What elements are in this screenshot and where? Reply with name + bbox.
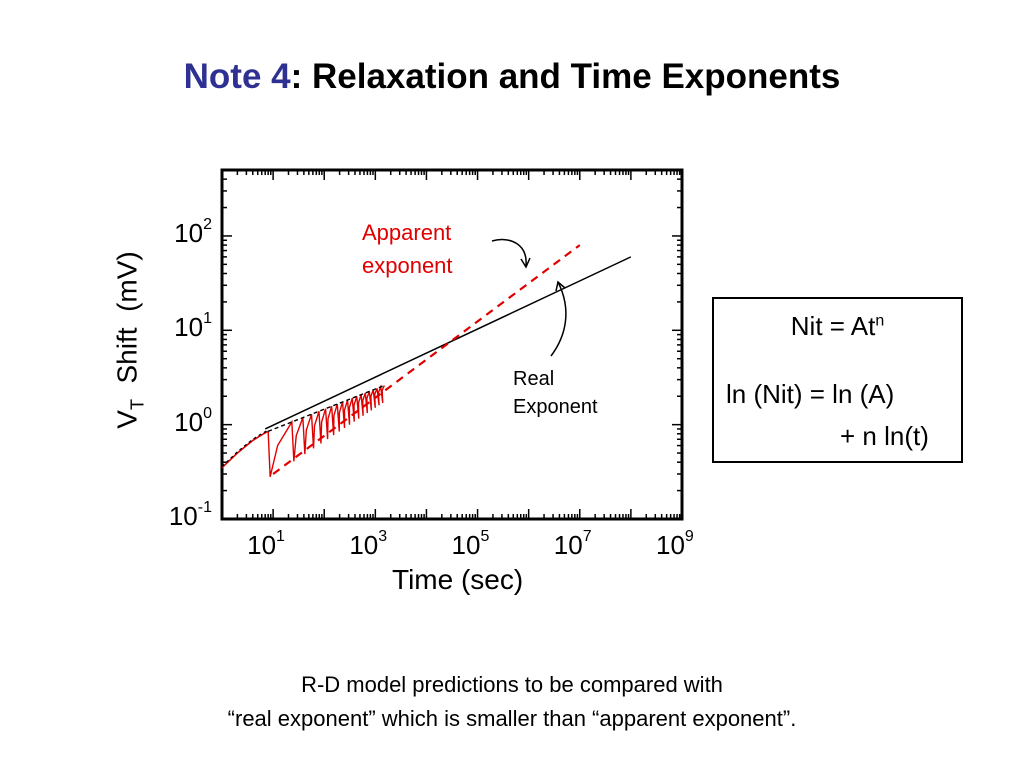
x-tick-label: 105 bbox=[451, 528, 490, 561]
real-exponent-label: Real Exponent bbox=[513, 368, 598, 418]
caption-line-1: R-D model predictions to be compared wit… bbox=[301, 672, 723, 697]
tick-exponent: 1 bbox=[276, 528, 285, 545]
tick-exponent: 7 bbox=[582, 528, 592, 545]
caption-line-2: “real exponent” which is smaller than “a… bbox=[227, 706, 797, 731]
tick-base: 10 bbox=[247, 530, 277, 560]
series-layer bbox=[221, 244, 632, 477]
y-tick-label: 100 bbox=[174, 404, 212, 438]
tick-base: 10 bbox=[451, 530, 481, 560]
apparent-arrow-head bbox=[520, 257, 531, 269]
x-tick-label: 101 bbox=[247, 528, 285, 561]
tick-marks bbox=[221, 169, 683, 520]
x-axis-label: Time (sec) bbox=[392, 564, 524, 595]
y-tick-label: 102 bbox=[174, 215, 212, 249]
tick-base: 10 bbox=[174, 406, 204, 437]
apparent-exponent-line bbox=[272, 244, 581, 475]
tick-exponent: 3 bbox=[378, 528, 388, 545]
y-axis-label-rest: Shift (mV) bbox=[111, 251, 143, 400]
tick-exponent: 2 bbox=[203, 215, 212, 233]
stress-relax-sawtooth bbox=[267, 384, 385, 477]
stress-data-initial bbox=[221, 430, 269, 469]
power-law-exponent: n bbox=[875, 312, 885, 330]
tick-exponent: 5 bbox=[480, 528, 490, 545]
stress-data-initial-overlay bbox=[221, 429, 269, 467]
tick-base: 10 bbox=[174, 312, 204, 343]
x-tick-label: 107 bbox=[553, 528, 592, 561]
tick-exponent: 1 bbox=[203, 310, 212, 328]
title-rest: : Relaxation and Time Exponents bbox=[290, 57, 841, 96]
real-arrow bbox=[550, 281, 567, 357]
slide-caption: R-D model predictions to be compared wit… bbox=[0, 668, 1024, 736]
equation-box: Nit = Atn ln (Nit) = ln (A) + n ln(t) bbox=[712, 297, 963, 463]
tick-base: 10 bbox=[349, 530, 379, 560]
apparent-exponent-label: Apparent exponent bbox=[362, 220, 453, 278]
log-equation-line2: + n ln(t) bbox=[840, 421, 929, 451]
y-axis-label-sub: T bbox=[127, 399, 148, 411]
y-axis-label-v: V bbox=[111, 410, 143, 429]
tick-base: 10 bbox=[168, 501, 198, 531]
real-exponent-line bbox=[264, 256, 632, 430]
tick-exponent: 0 bbox=[203, 404, 212, 422]
y-axis-label: VT Shift (mV) bbox=[112, 251, 149, 428]
tick-base: 10 bbox=[553, 530, 583, 560]
tick-base: 10 bbox=[656, 530, 685, 560]
tick-base: 10 bbox=[174, 217, 204, 248]
y-tick-label: 101 bbox=[174, 310, 212, 343]
y-tick-label: 10-1 bbox=[168, 499, 212, 532]
slide-title: Note 4: Relaxation and Time Exponents bbox=[0, 57, 1024, 97]
real-arrow-head bbox=[555, 280, 566, 292]
apparent-arrow bbox=[491, 238, 527, 267]
log-equation-line1: ln (Nit) = ln (A) bbox=[726, 379, 895, 409]
x-tick-label: 103 bbox=[349, 528, 388, 561]
power-law-base: Nit = At bbox=[790, 311, 876, 341]
x-tick-label: 109 bbox=[656, 528, 694, 561]
title-accent: Note 4 bbox=[183, 57, 291, 96]
tick-exponent: 9 bbox=[684, 528, 694, 545]
tick-exponent: -1 bbox=[197, 499, 212, 516]
power-law-equation: Nit = Atn bbox=[714, 311, 961, 342]
